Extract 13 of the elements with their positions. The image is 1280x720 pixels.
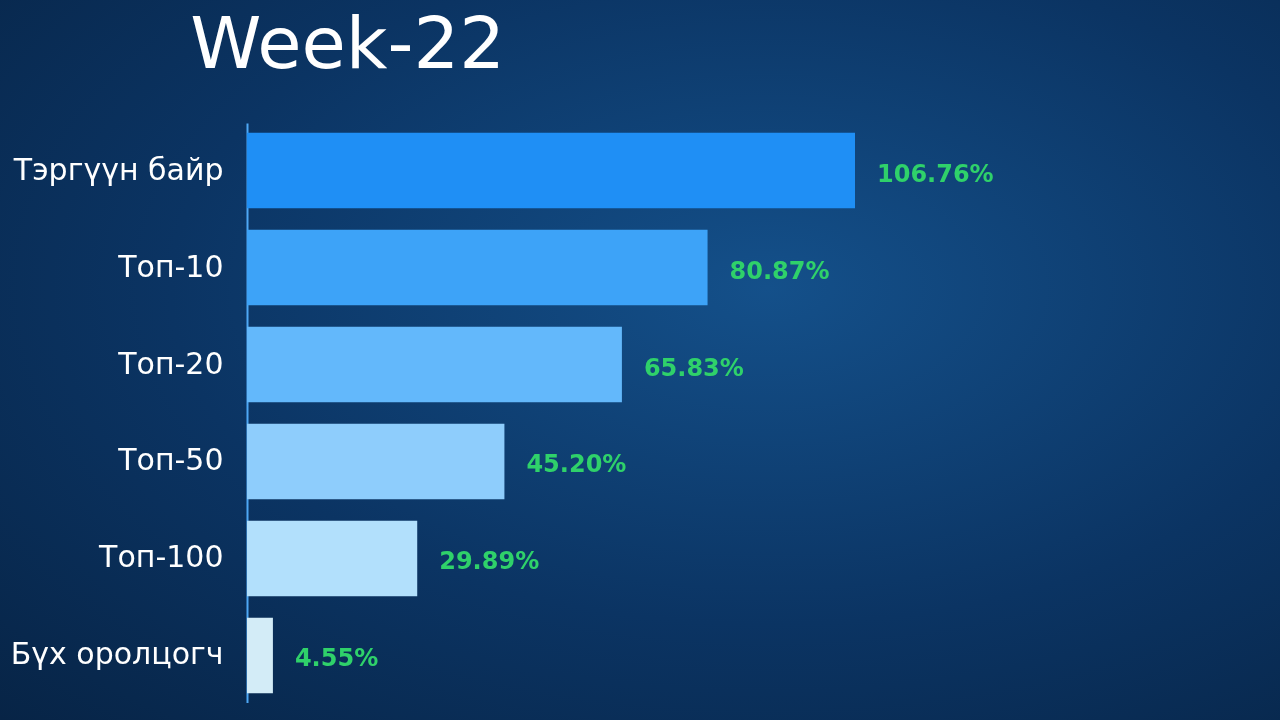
data-label: 4.55%: [294, 644, 379, 673]
chart-title: Week-22: [190, 1, 506, 85]
data-label: 29.89%: [439, 547, 540, 576]
data-label: 80.87%: [729, 256, 830, 285]
y-tick-label: Топ-100: [98, 539, 224, 575]
y-tick-label: Бүх оролцогч: [10, 636, 224, 672]
y-tick-label: Топ-10: [117, 248, 224, 284]
y-tick-label: Топ-50: [117, 442, 224, 478]
y-tick-label: Тэргүүн байр: [12, 151, 224, 187]
data-label: 65.83%: [643, 353, 744, 382]
data-label: 106.76%: [877, 159, 994, 188]
data-label: 45.20%: [526, 450, 627, 479]
y-tick-label: Топ-20: [117, 345, 224, 381]
